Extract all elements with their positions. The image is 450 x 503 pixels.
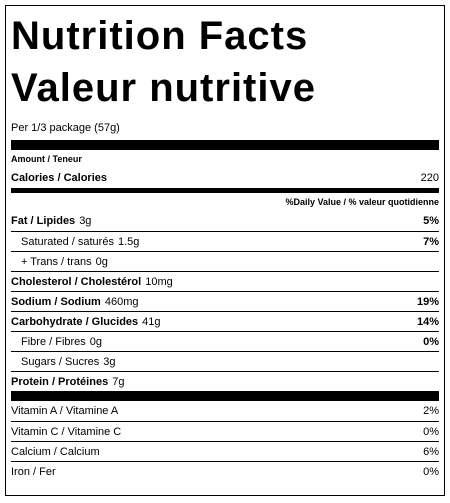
nutrient-name: Protein / Protéines xyxy=(11,375,109,388)
daily-value: 0% xyxy=(423,335,439,348)
nutrient-name: Sugars / Sucres xyxy=(21,355,100,368)
vitamin-name: Vitamin C / Vitamine C xyxy=(11,425,122,438)
serving: Per 1/3 package (57g) xyxy=(11,122,120,134)
nutrient-row: Sugars / Sucres 3g xyxy=(11,351,439,371)
nutrient-name: Cholesterol / Cholestérol xyxy=(11,275,142,288)
nutrient-name: Saturated / saturés xyxy=(21,235,114,248)
nutrient-row: Protein / Protéines 7g xyxy=(11,371,439,391)
divider xyxy=(11,391,439,401)
nutrient-amount: 0g xyxy=(95,255,108,268)
divider xyxy=(11,140,439,150)
calories-row: Calories / Calories 220 xyxy=(11,168,439,188)
nutrient-name: Fat / Lipides xyxy=(11,215,76,227)
nutrient-row: Fat / Lipides 3g 5% xyxy=(11,211,439,231)
subtitle: Valeur nutritive xyxy=(11,66,316,110)
nutrient-name: Fibre / Fibres xyxy=(21,335,86,348)
vitamin-row: Iron / Fer 0% xyxy=(11,461,439,481)
vitamin-name: Vitamin A / Vitamine A xyxy=(11,405,119,417)
daily-value: 5% xyxy=(423,215,439,227)
amount-header: Amount / Teneur xyxy=(11,154,82,164)
nutrient-amount: 3g xyxy=(103,355,116,368)
nutrient-amount: 0g xyxy=(89,335,103,348)
daily-value: 19% xyxy=(416,295,439,308)
vitamins: Vitamin A / Vitamine A 2% Vitamin C / Vita… xyxy=(11,401,439,481)
nutrient-row: Fibre / Fibres 0g 0% xyxy=(11,331,439,351)
vitamin-row: Calcium / Calcium 6% xyxy=(11,441,439,461)
vitamin-row: Vitamin A / Vitamine A 2% xyxy=(11,401,439,421)
nutrient-row: + Trans / trans 0g xyxy=(11,251,439,271)
calories-value: 220 xyxy=(420,172,439,184)
daily-value: 0% xyxy=(423,425,439,438)
nutrient-amount: 10mg xyxy=(145,275,173,288)
nutrient-amount: 41g xyxy=(142,315,161,328)
nutrients: Fat / Lipides 3g 5% Saturated / saturés 1.5g… xyxy=(11,211,439,391)
nutrition-label: Nutrition Facts Valeur nutritive Per 1/3… xyxy=(5,5,445,496)
daily-value: 2% xyxy=(423,405,439,417)
nutrient-row: Cholesterol / Cholestérol 10mg xyxy=(11,271,439,291)
vitamin-name: Calcium / Calcium xyxy=(11,445,100,458)
nutrient-row: Carbohydrate / Glucides 41g 14% xyxy=(11,311,439,331)
daily-value: 6% xyxy=(423,445,439,458)
calories-label: Calories / Calories xyxy=(11,172,107,184)
nutrient-name: Sodium / Sodium xyxy=(11,295,101,308)
nutrient-name: + Trans / trans xyxy=(21,255,92,268)
divider xyxy=(11,188,439,193)
vitamin-name: Iron / Fer xyxy=(11,465,56,478)
nutrient-amount: 1.5g xyxy=(117,235,140,248)
nutrient-name: Carbohydrate / Glucides xyxy=(11,315,139,328)
nutrient-amount: 7g xyxy=(112,375,125,388)
title: Nutrition Facts xyxy=(11,14,309,58)
dv-header: %Daily Value / % valeur quotidienne xyxy=(285,197,439,207)
nutrient-row: Saturated / saturés 1.5g 7% xyxy=(11,231,439,251)
daily-value: 14% xyxy=(416,315,439,328)
nutrient-amount: 460mg xyxy=(104,295,139,308)
daily-value: 7% xyxy=(423,235,439,248)
vitamin-row: Vitamin C / Vitamine C 0% xyxy=(11,421,439,441)
nutrient-row: Sodium / Sodium 460mg 19% xyxy=(11,291,439,311)
daily-value: 0% xyxy=(423,465,439,478)
nutrient-amount: 3g xyxy=(79,215,92,227)
